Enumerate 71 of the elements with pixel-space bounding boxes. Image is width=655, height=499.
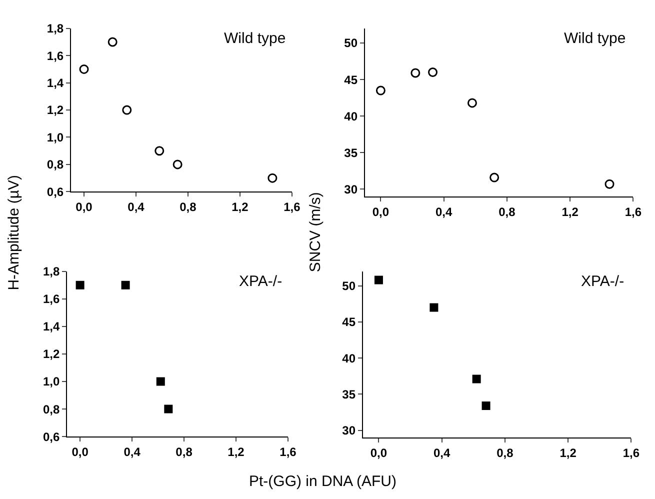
x-tick-label: 0,4 [128, 200, 145, 214]
y-tick-label: 1,2 [42, 347, 60, 362]
x-tick-label: 1,6 [624, 204, 642, 219]
y-tick-label: 1,8 [46, 22, 64, 36]
x-tick-label: 0,4 [435, 204, 452, 219]
point [467, 98, 477, 108]
point [376, 86, 386, 96]
point [164, 404, 173, 414]
point [430, 303, 438, 312]
x-tick-label: 0,8 [496, 446, 514, 460]
y-tick-label: 40 [344, 109, 358, 124]
y-tick-label: 50 [342, 279, 356, 294]
x-axis-title: Pt-(GG) in DNA (AFU) [249, 473, 397, 490]
x-tick-label: 1,6 [284, 200, 301, 214]
annotation: Wild type [224, 30, 286, 47]
point [122, 105, 132, 115]
annotation: Wild type [564, 30, 626, 47]
x-tick-label: 0,0 [72, 445, 89, 459]
y-tick-label: 30 [342, 424, 356, 438]
point [374, 276, 383, 284]
y-tick-label: 1,0 [42, 374, 60, 389]
y-tick-label: 45 [342, 315, 356, 330]
x-tick-label: 0,0 [76, 200, 93, 214]
y-tick-label: 0,6 [42, 430, 60, 444]
y-axis-title: SNCV (m/s) [307, 192, 324, 272]
point [154, 146, 164, 156]
y-tick-label: 1,4 [46, 76, 64, 90]
point [490, 172, 500, 182]
x-tick-label: 1,6 [622, 446, 640, 460]
point [156, 377, 165, 386]
y-tick-label: 1,2 [46, 103, 64, 118]
x-tick-label: 1,2 [228, 445, 245, 459]
y-tick-label: 0,6 [46, 184, 64, 199]
x-tick-label: 1,2 [562, 204, 579, 219]
point [172, 160, 182, 170]
x-tick-label: 0,4 [434, 446, 451, 460]
point [268, 173, 278, 183]
y-tick-label: 30 [344, 182, 358, 196]
x-tick-label: 0,8 [498, 204, 516, 219]
annotation: XPA-/- [581, 273, 624, 290]
point [410, 68, 420, 78]
y-tick-label: 35 [344, 146, 358, 160]
point [428, 67, 438, 77]
x-tick-label: 1,2 [232, 200, 249, 214]
y-tick-label: 1,4 [42, 320, 60, 334]
y-tick-label: 1,6 [46, 48, 64, 63]
annotation: XPA-/- [239, 273, 282, 290]
point [604, 179, 614, 189]
y-tick-label: 35 [342, 387, 356, 402]
y-tick-label: 45 [344, 72, 358, 87]
point [472, 374, 481, 384]
x-tick-label: 0,0 [372, 204, 390, 219]
y-tick-label: 0,8 [46, 158, 64, 172]
y-tick-label: 1,6 [42, 292, 60, 306]
y-tick-label: 1,0 [46, 130, 64, 144]
x-tick-label: 0,8 [180, 200, 197, 214]
y-axis-title: H-Amplitude (µV) [5, 174, 22, 290]
x-tick-label: 0,8 [176, 445, 193, 459]
point [79, 64, 89, 74]
y-tick-label: 1,8 [42, 264, 60, 279]
x-tick-label: 0,0 [370, 446, 388, 460]
x-tick-label: 0,4 [124, 445, 141, 459]
x-tick-label: 1,6 [280, 445, 297, 459]
point [121, 280, 130, 290]
point [76, 280, 84, 290]
x-tick-label: 1,2 [560, 446, 577, 460]
y-tick-label: 0,8 [42, 402, 60, 416]
point [108, 37, 118, 47]
y-tick-label: 40 [342, 351, 356, 366]
y-tick-label: 50 [344, 36, 358, 50]
point [482, 402, 490, 410]
